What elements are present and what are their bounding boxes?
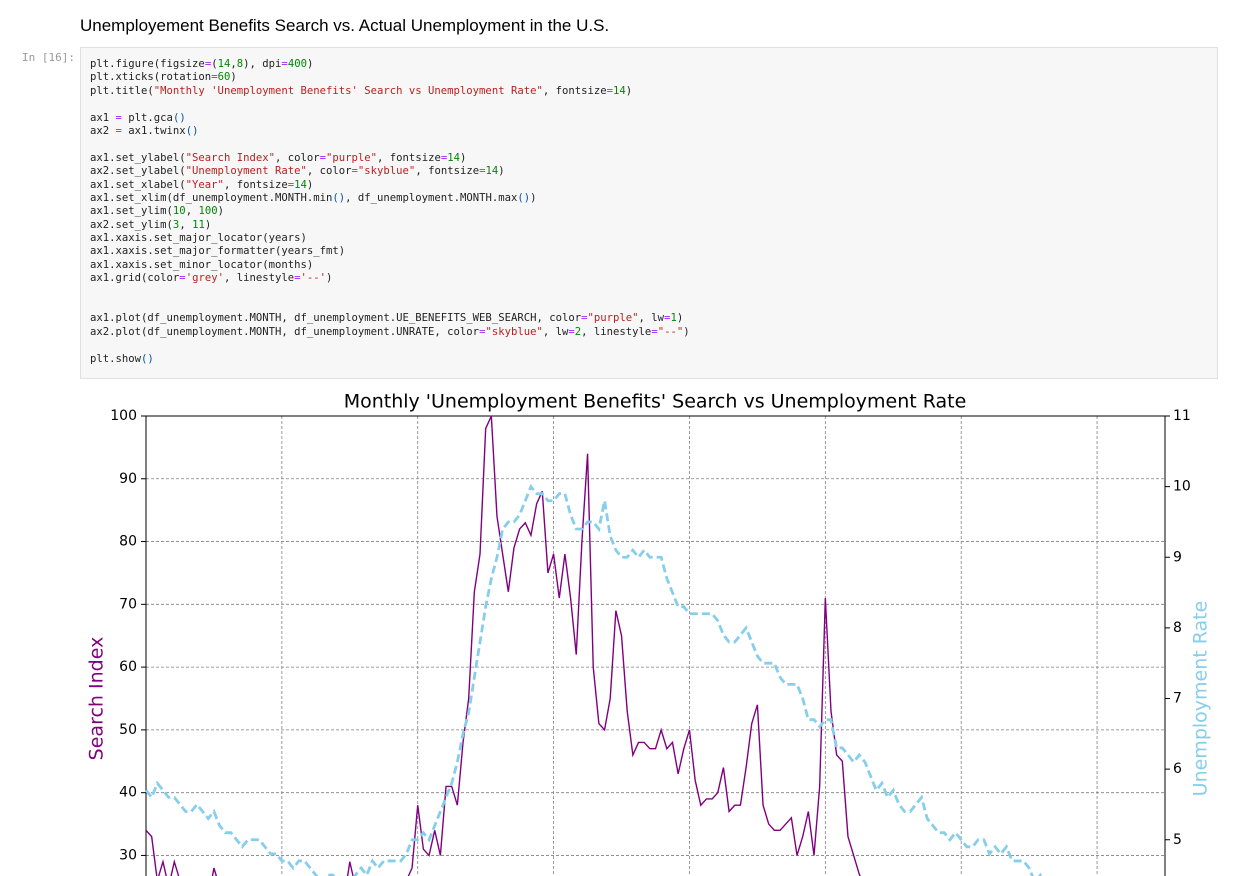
- code-line: ax1.set_xlim(df_unemployment.MONTH.min()…: [90, 191, 537, 204]
- code-line: ax2.plot(df_unemployment.MONTH, df_unemp…: [90, 325, 690, 338]
- code-line: ax1.set_ylabel("Search Index", color="pu…: [90, 151, 467, 164]
- cell-prompt: In [16]:: [22, 51, 75, 64]
- code-line: ax1.xaxis.set_major_locator(years): [90, 232, 307, 245]
- code-line: plt.title("Monthly 'Unemployment Benefit…: [90, 84, 633, 97]
- y2-tick-label: 8: [1173, 620, 1182, 636]
- code-cell[interactable]: plt.figure(figsize=(14,8), dpi=400) plt.x…: [80, 47, 1218, 379]
- y-tick-label: 40: [119, 785, 137, 801]
- code-line: plt.xticks(rotation=60): [90, 71, 237, 84]
- code-block: ax1.plot(df_unemployment.MONTH, df_unemp…: [90, 312, 1208, 339]
- code-block: plt.show(): [90, 353, 1208, 366]
- y2-tick-label: 6: [1173, 761, 1182, 777]
- y2-tick-label: 7: [1173, 691, 1182, 707]
- y-axis-label: Search Index: [86, 637, 108, 761]
- code-line: ax1.xaxis.set_major_formatter(years_fmt): [90, 245, 346, 258]
- code-line: ax1.plot(df_unemployment.MONTH, df_unemp…: [90, 312, 684, 325]
- code-block: ax1.set_ylabel("Search Index", color="pu…: [90, 152, 1208, 286]
- data-line: [145, 415, 861, 876]
- y2-tick-label: 11: [1173, 408, 1191, 424]
- axes-frame: [145, 415, 1166, 876]
- code-block: ax1 = plt.gca() ax2 = ax1.twinx(): [90, 112, 1208, 139]
- y-tick-label: 100: [110, 408, 137, 424]
- code-line: ax2.set_ylim(3, 11): [90, 218, 212, 231]
- code-line: plt.show(): [90, 352, 154, 365]
- code-block: plt.figure(figsize=(14,8), dpi=400) plt.x…: [90, 58, 1208, 98]
- code-line: ax1.grid(color='grey', linestyle='--'): [90, 272, 333, 285]
- y-tick-label: 90: [119, 471, 137, 487]
- code-line: ax1.xaxis.set_minor_locator(months): [90, 258, 314, 271]
- y2-tick-label: 9: [1173, 549, 1182, 565]
- code-line: ax1 = plt.gca(): [90, 111, 186, 124]
- code-line: plt.figure(figsize=(14,8), dpi=400): [90, 58, 314, 70]
- section-heading: Unemployement Benefits Search vs. Actual…: [80, 16, 610, 35]
- y2-axis-label: Unemployment Rate: [1190, 601, 1212, 797]
- y-tick-label: 80: [119, 534, 137, 550]
- y-tick-label: 50: [119, 722, 137, 738]
- y2-tick-label: 10: [1173, 479, 1191, 495]
- y-tick-label: 60: [119, 659, 137, 675]
- data-line: [144, 483, 1044, 876]
- y2-tick-label: 5: [1173, 832, 1182, 848]
- y-tick-label: 30: [119, 847, 137, 863]
- y-tick-label: 70: [119, 596, 137, 612]
- code-line: ax1.set_ylim(10, 100): [90, 205, 224, 218]
- chart-title: Monthly 'Unemployment Benefits' Search v…: [344, 391, 967, 413]
- code-line: ax2 = ax1.twinx(): [90, 124, 199, 137]
- code-line: ax1.set_xlabel("Year", fontsize=14): [90, 178, 314, 191]
- code-line: ax2.set_ylabel("Unemployment Rate", colo…: [90, 165, 505, 178]
